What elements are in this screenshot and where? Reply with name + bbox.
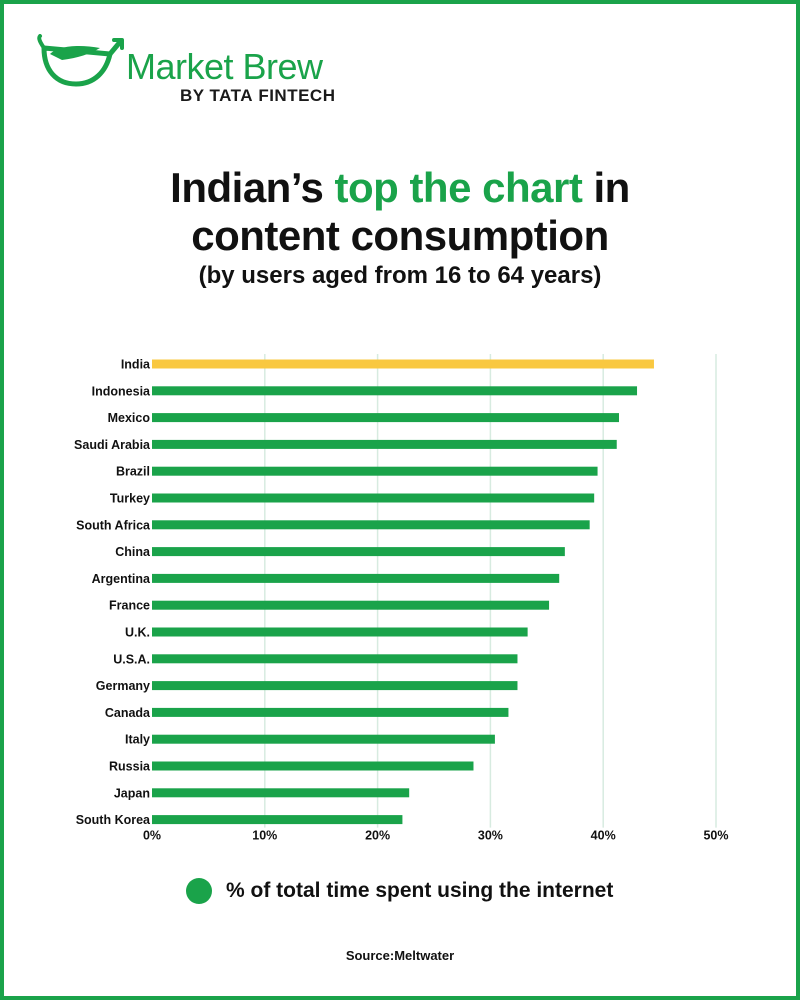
title-line2: content consumption (191, 212, 609, 259)
category-label: Italy (125, 733, 150, 747)
x-tick-label: 20% (365, 829, 390, 843)
brand-by-suffix: FINTECH (258, 86, 336, 105)
bar-brazil (152, 466, 598, 476)
legend-label: % of total time spent using the internet (226, 879, 614, 902)
category-label: Canada (105, 706, 151, 720)
category-label: Turkey (110, 492, 150, 506)
bar-south-africa (152, 520, 590, 530)
bar-japan (152, 788, 410, 798)
bar-mexico (152, 413, 619, 423)
category-label: Indonesia (92, 384, 151, 398)
x-tick-label: 50% (703, 829, 728, 843)
category-label: Mexico (108, 411, 151, 425)
page-title: Indian’s top the chart in content consum… (0, 164, 800, 260)
bar-u-s-a- (152, 654, 518, 664)
brand-by-tata: TATA (209, 86, 254, 105)
x-tick-label: 30% (478, 829, 503, 843)
brand-logo: Market Brew BY TATA FINTECH (34, 34, 354, 114)
bar-china (152, 547, 565, 557)
bar-indonesia (152, 386, 638, 396)
bar-italy (152, 734, 495, 744)
bar-turkey (152, 493, 595, 503)
category-label: Brazil (116, 465, 150, 479)
category-label: France (109, 599, 150, 613)
category-label: China (115, 545, 151, 559)
category-label: South Korea (76, 813, 151, 827)
bar-germany (152, 681, 518, 691)
source-note: Source:Meltwater (345, 948, 455, 963)
category-label: Argentina (92, 572, 151, 586)
bar-saudi-arabia (152, 439, 617, 449)
x-tick-label: 40% (591, 829, 616, 843)
category-label: Russia (109, 760, 151, 774)
bar-argentina (152, 573, 560, 583)
title-part1: Indian’s (170, 164, 324, 211)
category-label: Saudi Arabia (74, 438, 151, 452)
bar-canada (152, 707, 509, 717)
category-label: U.S.A. (113, 652, 150, 666)
bar-france (152, 600, 550, 610)
category-label: U.K. (125, 626, 150, 640)
coffee-cup-icon (37, 34, 124, 87)
title-highlight: top the chart (334, 164, 583, 211)
bar-russia (152, 761, 474, 771)
brand-name: Market Brew (126, 46, 323, 87)
bar-chart: India Indonesia Mexico Saudi Arabia Brazil Tu… (74, 354, 729, 843)
category-label: South Africa (76, 518, 151, 532)
category-label: Japan (114, 786, 150, 800)
legend-swatch (186, 878, 212, 904)
title-part2: in (593, 164, 631, 211)
bar-india (152, 359, 654, 369)
brand-byline: BY TATA FINTECH (180, 86, 336, 106)
category-label: India (121, 358, 151, 372)
x-tick-label: 10% (252, 829, 277, 843)
category-label: Germany (96, 679, 150, 693)
brand-by-prefix: BY (180, 86, 205, 105)
bar-u-k- (152, 627, 528, 637)
bar-south-korea (152, 815, 403, 825)
chart-legend: % of total time spent using the internet (186, 878, 613, 904)
x-tick-label: 0% (143, 829, 161, 843)
page-subtitle: (by users aged from 16 to 64 years) (198, 262, 602, 289)
